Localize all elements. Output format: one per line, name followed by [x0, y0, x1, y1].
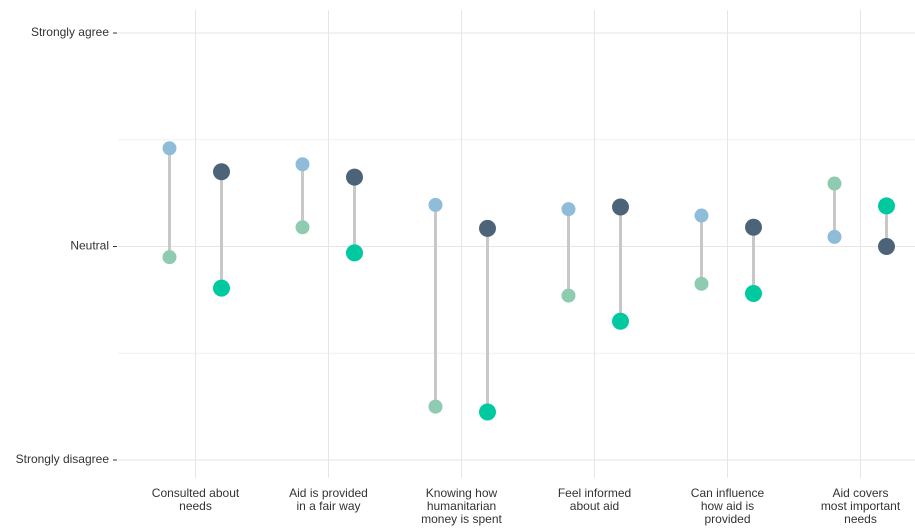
- x-tick-label: Can influence: [691, 486, 765, 500]
- dot: [878, 238, 895, 255]
- x-tick-label: Feel informed: [558, 486, 631, 500]
- dot: [827, 229, 842, 244]
- y-tick-label: Neutral: [70, 239, 109, 253]
- x-tick-label: Aid covers: [832, 486, 888, 500]
- dot: [428, 197, 443, 212]
- x-tick-label: Knowing how: [426, 486, 498, 500]
- dot: [295, 220, 310, 235]
- dot: [745, 218, 762, 236]
- dot: [162, 250, 177, 265]
- dot: [346, 168, 363, 186]
- dot: [694, 276, 709, 291]
- y-tick-label: Strongly agree: [31, 25, 109, 39]
- dot: [745, 284, 762, 302]
- dot: [346, 244, 363, 262]
- x-tick-label: money is spent: [421, 512, 502, 526]
- x-tick-label: how aid is: [701, 499, 754, 513]
- x-tick-label: Consulted about: [152, 486, 240, 500]
- x-tick-label: humanitarian: [427, 499, 496, 513]
- x-tick-label: about aid: [570, 499, 619, 513]
- x-tick-label: needs: [179, 499, 212, 513]
- x-tick-label: needs: [844, 512, 877, 526]
- x-tick-label: most important: [821, 499, 901, 513]
- dot: [561, 202, 576, 217]
- dot: [827, 176, 842, 191]
- dot: [694, 208, 709, 223]
- dot: [878, 197, 895, 215]
- dot: [479, 219, 496, 237]
- dot: [561, 288, 576, 303]
- y-tick-label: Strongly disagree: [16, 452, 110, 466]
- dot: [612, 198, 629, 216]
- dot: [162, 141, 177, 156]
- dot: [213, 163, 230, 181]
- dot: [428, 399, 443, 414]
- dot: [479, 403, 496, 421]
- dot: [295, 157, 310, 172]
- x-tick-label: Aid is provided: [289, 486, 368, 500]
- x-tick-label: in a fair way: [296, 499, 360, 513]
- dot: [213, 279, 230, 297]
- dot: [612, 312, 629, 330]
- x-tick-label: provided: [704, 512, 750, 526]
